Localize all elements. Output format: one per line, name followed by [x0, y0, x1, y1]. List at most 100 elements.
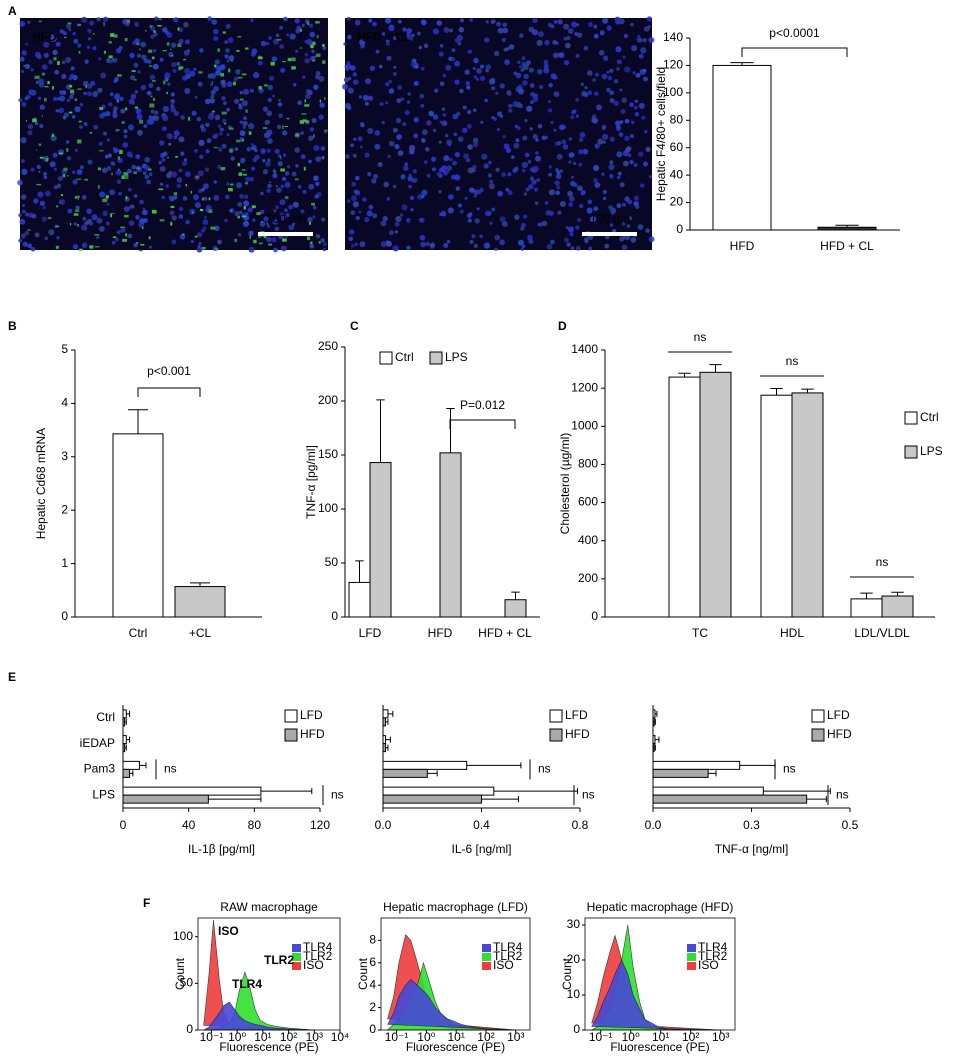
nucleus: [449, 157, 453, 162]
annotation: p<0.0001: [769, 26, 820, 40]
nucleus: [264, 119, 270, 125]
nucleus: [512, 101, 519, 108]
f480-stain: [77, 88, 82, 90]
f480-stain: [220, 167, 226, 171]
nucleus: [184, 171, 191, 178]
nucleus: [568, 202, 574, 207]
f480-stain: [94, 246, 100, 248]
nucleus: [178, 168, 183, 173]
error-bar: [678, 372, 691, 378]
nucleus: [342, 83, 349, 90]
nucleus: [39, 104, 45, 110]
nucleus: [473, 57, 479, 64]
nucleus: [377, 162, 383, 167]
nucleus: [569, 196, 575, 202]
nucleus: [19, 21, 26, 27]
histogram: [387, 979, 516, 1031]
nucleus: [83, 91, 87, 96]
nucleus: [109, 189, 116, 196]
y-tick-label: 10: [567, 987, 581, 1001]
bar: [369, 462, 392, 618]
nucleus: [102, 210, 108, 217]
nucleus: [367, 172, 372, 177]
nucleus: [419, 93, 425, 99]
f480-stain: [55, 245, 59, 249]
nucleus: [596, 143, 600, 147]
nucleus: [272, 219, 279, 225]
x-tick-label: 10³: [507, 1030, 524, 1044]
nucleus: [487, 173, 492, 178]
nucleus: [253, 72, 260, 79]
nucleus: [68, 76, 73, 81]
nucleus: [289, 33, 296, 40]
nucleus: [476, 68, 482, 74]
nucleus: [604, 243, 610, 249]
nucleus: [225, 55, 229, 59]
nucleus: [184, 89, 188, 93]
nucleus: [202, 226, 207, 230]
nucleus: [364, 101, 369, 106]
error-bar: [260, 788, 313, 795]
f480-stain: [230, 183, 234, 186]
nucleus: [266, 148, 271, 153]
bar: [122, 760, 140, 770]
nucleus: [158, 160, 162, 165]
bar: [652, 786, 764, 796]
error-bar: [860, 592, 873, 599]
nucleus: [197, 232, 203, 238]
nucleus: [262, 159, 266, 163]
f480-stain: [78, 24, 82, 26]
f480-stain: [287, 58, 292, 62]
f480-stain: [192, 211, 194, 214]
nucleus: [79, 165, 84, 170]
nucleus: [547, 108, 553, 113]
nucleus: [201, 187, 205, 192]
nucleus: [226, 59, 230, 63]
x-tick-label: 10⁻¹: [200, 1030, 224, 1044]
nucleus: [345, 154, 350, 159]
nucleus: [530, 92, 535, 97]
f480-stain: [159, 219, 165, 222]
histogram: [591, 959, 721, 1031]
f480-stain: [74, 209, 80, 212]
nucleus: [178, 38, 184, 44]
nucleus: [497, 27, 504, 34]
nucleus: [602, 17, 609, 24]
nucleus: [471, 234, 476, 239]
f480-stain: [310, 44, 314, 49]
f480-stain: [198, 71, 203, 74]
legend-label: Ctrl: [920, 410, 939, 424]
nucleus: [467, 144, 473, 150]
nucleus: [204, 98, 211, 105]
nucleus: [555, 173, 562, 180]
nucleus: [360, 145, 363, 149]
nucleus: [621, 244, 628, 251]
nucleus: [454, 79, 460, 85]
f480-stain: [111, 172, 113, 176]
nucleus: [251, 143, 255, 147]
bar: [122, 717, 126, 727]
nucleus: [322, 46, 327, 51]
chart-title: Hepatic macrophage (LFD): [383, 900, 528, 914]
nucleus: [65, 140, 70, 144]
nucleus: [288, 204, 294, 210]
bar: [652, 760, 741, 770]
f480-stain: [114, 34, 118, 38]
bar: [712, 64, 772, 231]
nucleus: [343, 42, 347, 46]
nucleus: [528, 184, 534, 190]
nucleus: [127, 187, 132, 192]
nucleus: [505, 147, 512, 153]
bar: [668, 376, 701, 618]
nucleus: [210, 73, 217, 79]
nucleus: [72, 179, 78, 185]
nucleus: [267, 97, 272, 103]
bar: [504, 599, 527, 618]
nucleus: [203, 196, 208, 201]
f480-stain: [305, 120, 310, 123]
nucleus: [292, 83, 297, 87]
x-tick-label: 0.4: [473, 818, 490, 832]
nucleus: [127, 168, 132, 174]
nucleus: [467, 109, 472, 115]
nucleus: [369, 65, 375, 71]
